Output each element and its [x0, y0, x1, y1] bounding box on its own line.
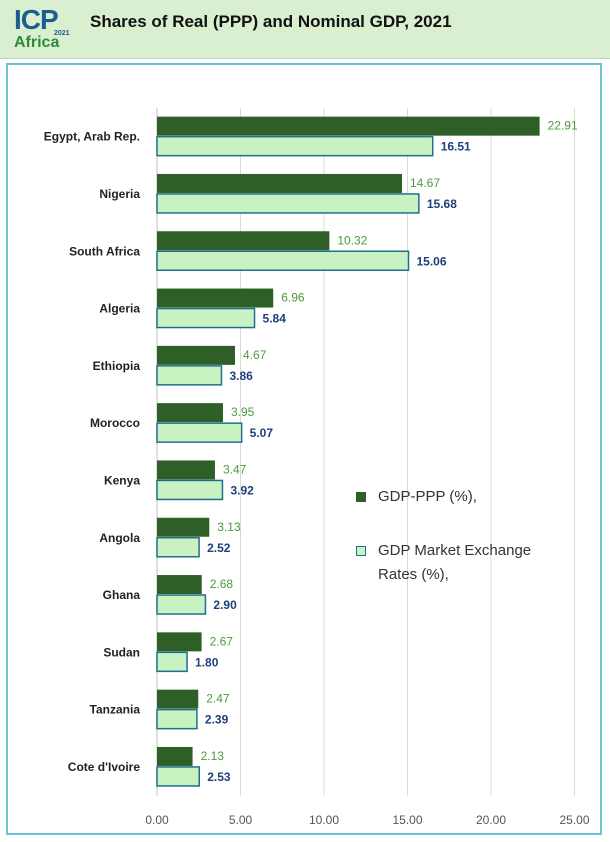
- data-label-ppp: 3.47: [223, 462, 247, 476]
- data-label-ppp: 2.67: [210, 634, 234, 648]
- x-tick-label: 10.00: [309, 813, 339, 827]
- logo-africa-text: Africa: [14, 34, 60, 51]
- bar-market: [156, 250, 410, 271]
- data-label-market: 5.84: [263, 312, 287, 326]
- bar-market: [156, 479, 224, 501]
- data-label-ppp: 6.96: [281, 291, 305, 305]
- legend-label-market-line2: Rates (%),: [378, 566, 449, 583]
- data-label-market: 2.90: [213, 598, 237, 612]
- x-tick-label: 5.00: [229, 813, 253, 827]
- bar-market: [156, 193, 420, 214]
- bar-ppp: [157, 173, 402, 193]
- bar-ppp: [157, 632, 202, 652]
- category-label: Sudan: [103, 645, 140, 659]
- x-tick-label: 20.00: [476, 813, 506, 827]
- data-label-market: 5.07: [250, 426, 274, 440]
- bar-ppp: [157, 116, 540, 136]
- bar-market: [156, 307, 256, 329]
- header-bar: ICP 2021 Africa Shares of Real (PPP) and…: [0, 0, 610, 59]
- legend-label-market-line1: GDP Market Exchange: [378, 542, 532, 559]
- x-tick-label: 0.00: [145, 813, 169, 827]
- data-label-ppp: 3.95: [231, 405, 255, 419]
- x-tick-label: 25.00: [559, 813, 589, 827]
- data-label-ppp: 14.67: [410, 176, 440, 190]
- bar-market: [156, 766, 201, 787]
- bar-ppp: [157, 689, 199, 709]
- data-label-market: 2.39: [205, 713, 229, 727]
- bar-market: [156, 422, 243, 443]
- icp-africa-logo: ICP 2021 Africa: [10, 4, 78, 54]
- bar-ppp: [157, 288, 274, 308]
- bar-ppp: [157, 460, 215, 480]
- bar-market: [156, 651, 188, 673]
- data-label-market: 3.86: [229, 369, 253, 383]
- data-label-ppp: 2.68: [210, 577, 234, 591]
- category-label: Ghana: [103, 588, 141, 602]
- bar-market: [156, 708, 198, 730]
- category-label: Kenya: [104, 473, 140, 487]
- bar-market: [156, 537, 200, 558]
- logo-year-text: 2021: [54, 30, 70, 37]
- bar-market: [156, 135, 434, 157]
- data-label-ppp: 10.32: [337, 233, 367, 247]
- data-label-market: 15.68: [427, 197, 457, 211]
- category-label: Egypt, Arab Rep.: [44, 130, 140, 144]
- bar-ppp: [157, 403, 223, 423]
- legend-label-ppp: GDP-PPP (%),: [378, 488, 477, 505]
- category-label: South Africa: [69, 244, 140, 258]
- category-label: Cote d'Ivoire: [68, 760, 141, 774]
- legend-swatch-ppp: [356, 492, 366, 502]
- category-label: Tanzania: [90, 703, 141, 717]
- bar-ppp: [157, 575, 202, 595]
- data-label-ppp: 22.91: [548, 119, 578, 133]
- data-label-market: 2.53: [207, 770, 231, 784]
- data-label-market: 15.06: [417, 254, 447, 268]
- category-label: Algeria: [99, 302, 140, 316]
- bar-ppp: [157, 517, 210, 537]
- legend-swatch-market: [356, 546, 366, 556]
- category-label: Angola: [99, 531, 140, 545]
- x-tick-label: 15.00: [392, 813, 422, 827]
- bar-market: [156, 594, 207, 615]
- category-label: Morocco: [90, 416, 140, 430]
- bar-ppp: [157, 345, 235, 365]
- category-label: Ethiopia: [93, 359, 141, 373]
- category-label: Nigeria: [99, 187, 140, 201]
- logo-icp-text: ICP: [14, 4, 59, 35]
- data-label-market: 2.52: [207, 541, 231, 555]
- bar-market: [156, 365, 223, 386]
- data-label-ppp: 2.13: [201, 749, 225, 763]
- bar-ppp: [157, 746, 193, 766]
- data-label-market: 16.51: [441, 140, 471, 154]
- data-label-market: 1.80: [195, 655, 219, 669]
- bar-ppp: [157, 231, 330, 251]
- data-label-ppp: 2.47: [206, 692, 230, 706]
- data-label-market: 3.92: [230, 483, 254, 497]
- data-label-ppp: 3.13: [217, 520, 241, 534]
- chart-title: Shares of Real (PPP) and Nominal GDP, 20…: [90, 12, 452, 31]
- data-label-ppp: 4.67: [243, 348, 267, 362]
